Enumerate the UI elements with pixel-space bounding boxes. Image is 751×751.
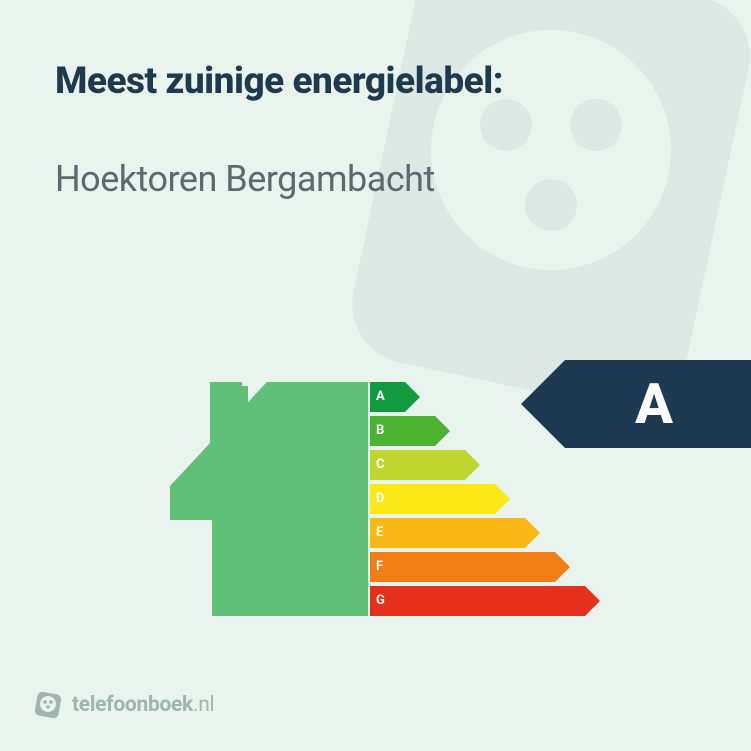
footer-brand-tld: .nl [193, 693, 214, 717]
energy-bar-shape [370, 552, 570, 582]
energy-bar-letter: C [376, 450, 385, 480]
energy-bar-e: E [370, 518, 670, 548]
energy-bar-shape [370, 518, 540, 548]
energy-bar-shape [370, 586, 600, 616]
house-icon [170, 382, 368, 616]
location-name: Hoektoren Bergambacht [55, 158, 696, 200]
energy-bar-letter: D [376, 484, 384, 514]
footer-logo-icon [34, 691, 62, 719]
energy-bar-d: D [370, 484, 670, 514]
footer-brand-name: telefoonboek [72, 693, 193, 717]
energy-bar-letter: B [376, 416, 384, 446]
energy-bar-c: C [370, 450, 670, 480]
energy-bar-shape [370, 450, 480, 480]
energy-bar-letter: G [376, 586, 385, 616]
energy-bar-letter: F [376, 552, 383, 582]
footer-brand: telefoonboek.nl [34, 691, 214, 719]
page-title: Meest zuinige energielabel: [55, 60, 696, 103]
energy-bar-f: F [370, 552, 670, 582]
footer-brand-text: telefoonboek.nl [72, 693, 214, 717]
rating-indicator: A [521, 360, 751, 448]
energy-label-graphic: ABCDEFG A [0, 360, 751, 640]
energy-bar-letter: A [376, 382, 385, 412]
energy-bar-shape [370, 484, 510, 514]
energy-bar-letter: E [376, 518, 383, 548]
rating-indicator-letter: A [521, 360, 751, 448]
energy-bar-g: G [370, 586, 670, 616]
